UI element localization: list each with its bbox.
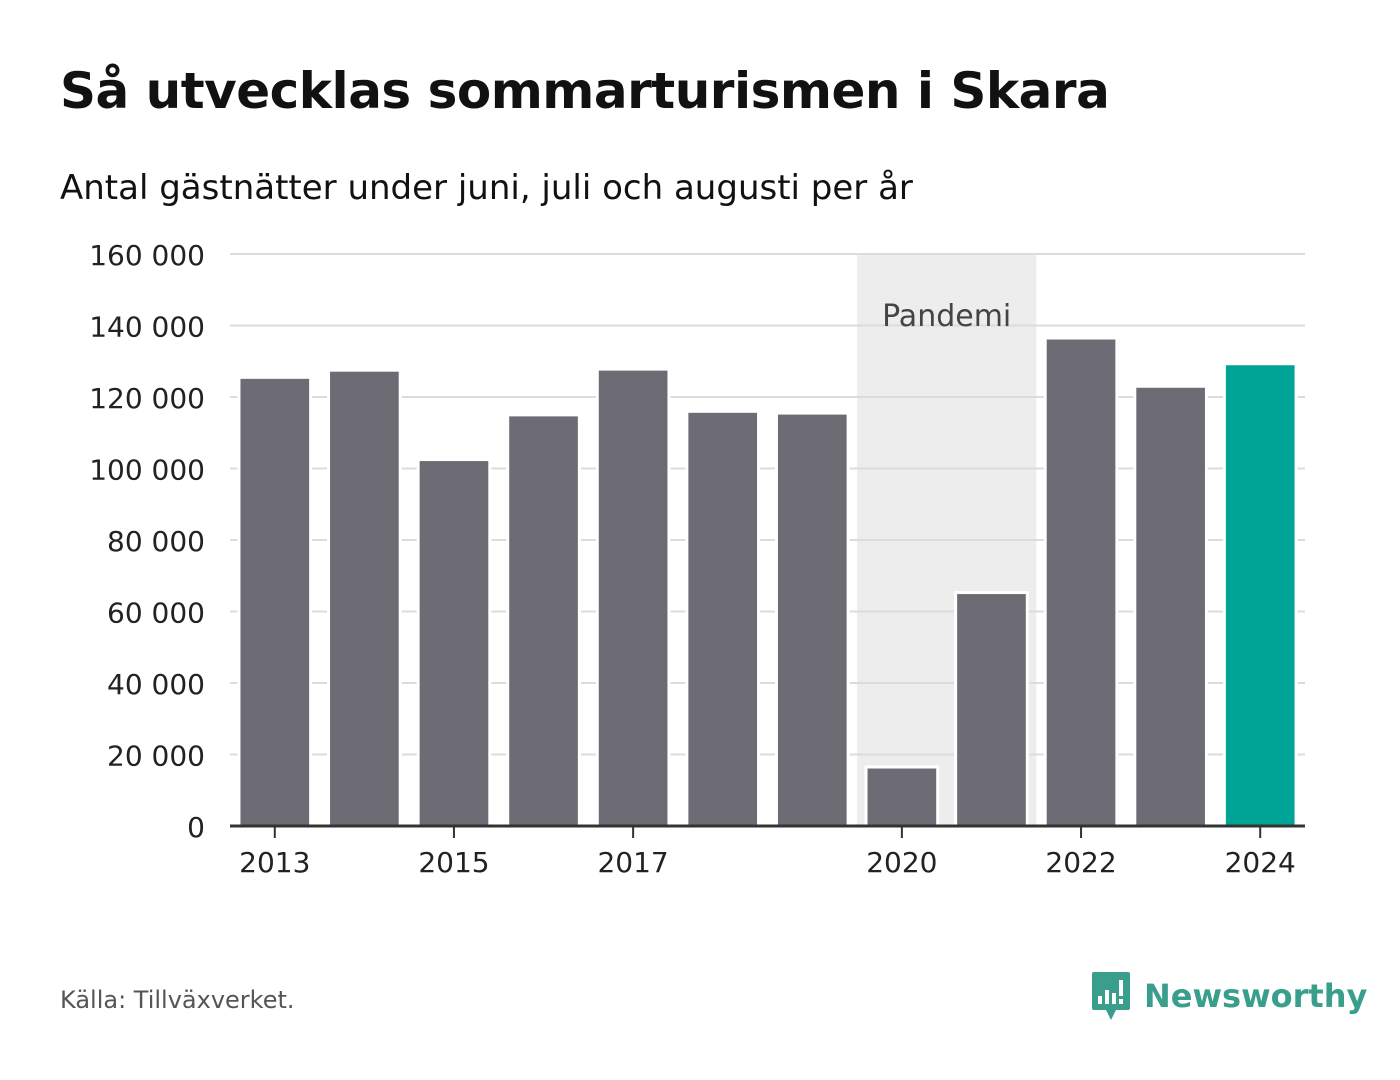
chart-title: Så utvecklas sommarturismen i Skara — [60, 62, 1110, 120]
y-tick-label: 0 — [187, 811, 205, 844]
brand-name: Newsworthy — [1144, 977, 1368, 1015]
y-tick-label: 160 000 — [89, 239, 205, 272]
bar-2016 — [506, 413, 581, 828]
bar-2017 — [595, 367, 671, 828]
source-note: Källa: Tillväxverket. — [60, 986, 295, 1014]
y-tick-label: 20 000 — [107, 740, 205, 773]
x-tick-label: 2013 — [239, 846, 310, 879]
bar-2021 — [954, 591, 1029, 828]
x-tick-label: 2015 — [418, 846, 489, 879]
bar-2014 — [327, 368, 402, 828]
x-tick-label: 2024 — [1225, 846, 1296, 879]
y-tick-label: 60 000 — [107, 597, 205, 630]
y-tick-label: 100 000 — [89, 454, 205, 487]
y-tick-label: 140 000 — [89, 311, 205, 344]
bar-2022 — [1043, 336, 1119, 828]
bar-2019 — [774, 411, 850, 828]
x-tick-label: 2022 — [1045, 846, 1116, 879]
chart-subtitle: Antal gästnätter under juni, juli och au… — [60, 168, 913, 208]
bar-2015 — [416, 458, 492, 828]
bar-chart: 0 20 000 40 000 60 000 80 000 100 000 120 000 1… — [89, 239, 1305, 879]
bar-2023 — [1133, 384, 1208, 828]
x-tick-label: 2017 — [597, 846, 668, 879]
bar-2018 — [685, 409, 761, 828]
y-tick-label: 40 000 — [107, 668, 205, 701]
y-tick-label: 120 000 — [89, 382, 205, 415]
bar-2013 — [237, 375, 313, 828]
bar-chart-speech-bubble-icon — [1092, 972, 1130, 1020]
newsworthy-logo: Newsworthy — [1090, 968, 1367, 1024]
y-tick-label: 80 000 — [107, 525, 205, 558]
pandemic-label: Pandemi — [882, 299, 1011, 334]
bar-2020 — [864, 765, 940, 828]
x-tick-label: 2020 — [866, 846, 937, 879]
bar-2024 — [1222, 362, 1298, 828]
